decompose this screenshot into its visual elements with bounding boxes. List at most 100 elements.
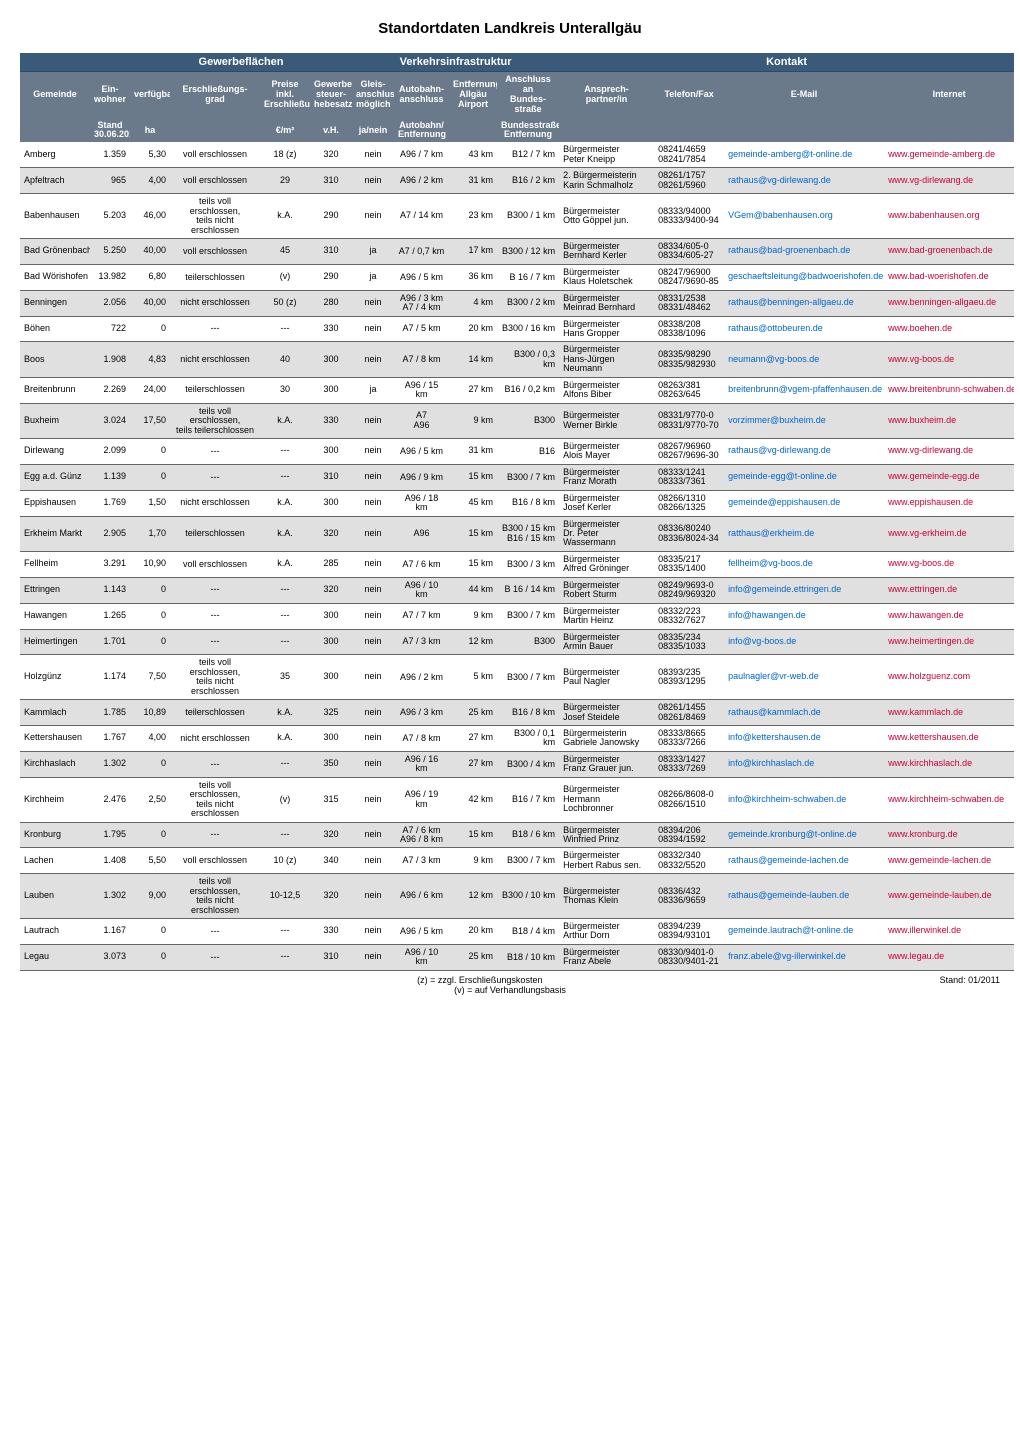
email-link[interactable]: info@kirchhaslach.de (728, 758, 814, 768)
internet-link[interactable]: www.legau.de (888, 951, 944, 961)
email-link[interactable]: rathaus@vg-dirlewang.de (728, 445, 831, 455)
cell-einw: 2.476 (90, 777, 130, 822)
email-link[interactable]: rathaus@gemeinde-lauben.de (728, 890, 849, 900)
email-link[interactable]: breitenbrunn@vgem-pfaffenhausen.de (728, 384, 882, 394)
email-link[interactable]: info@gemeinde.ettringen.de (728, 584, 841, 594)
email-link[interactable]: gemeinde-egg@t-online.de (728, 471, 837, 481)
internet-link[interactable]: www.babenhausen.org (888, 210, 980, 220)
email-link[interactable]: gemeinde.kronburg@t-online.de (728, 829, 857, 839)
cell-gemeinde: Benningen (20, 290, 90, 316)
sub-bundes: Bundesstraße/Entfernung (497, 118, 559, 143)
cell-ent: 31 km (449, 168, 497, 194)
cell-einw: 965 (90, 168, 130, 194)
email-link[interactable]: paulnagler@vr-web.de (728, 671, 819, 681)
cell-net: www.buxheim.de (884, 403, 1014, 438)
internet-link[interactable]: www.vg-boos.de (888, 354, 954, 364)
cell-net: www.holzguenz.com (884, 655, 1014, 700)
cell-preis: k.A. (260, 726, 310, 752)
cell-gemeinde: Lauben (20, 874, 90, 919)
internet-link[interactable]: www.buxheim.de (888, 415, 956, 425)
internet-link[interactable]: www.vg-dirlewang.de (888, 445, 973, 455)
email-link[interactable]: franz.abele@vg-illerwinkel.de (728, 951, 846, 961)
col-autobahn: Autobahn-anschluss (394, 72, 449, 118)
email-link[interactable]: geschaeftsleitung@badwoerishofen.de (728, 271, 883, 281)
cell-ersch: --- (170, 629, 260, 655)
data-table: Gewerbeflächen Verkehrsinfrastruktur Kon… (20, 53, 1014, 971)
email-link[interactable]: rathaus@ottobeuren.de (728, 323, 823, 333)
cell-net: www.illerwinkel.de (884, 919, 1014, 945)
cell-steuer: 290 (310, 264, 352, 290)
cell-verf: 1,70 (130, 516, 170, 551)
cell-gleis: ja (352, 238, 394, 264)
internet-link[interactable]: www.bad-woerishofen.de (888, 271, 989, 281)
cell-verf: 40,00 (130, 238, 170, 264)
internet-link[interactable]: www.breitenbrunn-schwaben.de (888, 384, 1014, 394)
email-link[interactable]: fellheim@vg-boos.de (728, 558, 813, 568)
cell-auto: A96 / 2 km (394, 655, 449, 700)
internet-link[interactable]: www.ettringen.de (888, 584, 957, 594)
internet-link[interactable]: www.kirchheim-schwaben.de (888, 794, 1004, 804)
cell-email: rathaus@kammlach.de (724, 700, 884, 726)
cell-steuer: 330 (310, 403, 352, 438)
email-link[interactable]: neumann@vg-boos.de (728, 354, 819, 364)
cell-ent: 27 km (449, 726, 497, 752)
cell-einw: 2.905 (90, 516, 130, 551)
email-link[interactable]: info@kirchheim-schwaben.de (728, 794, 846, 804)
email-link[interactable]: info@kettershausen.de (728, 732, 821, 742)
email-link[interactable]: gemeinde@eppishausen.de (728, 497, 840, 507)
internet-link[interactable]: www.illerwinkel.de (888, 925, 961, 935)
cell-gleis: nein (352, 551, 394, 577)
cell-email: VGem@babenhausen.org (724, 194, 884, 239)
sub-ha: ha (130, 118, 170, 143)
internet-link[interactable]: www.gemeinde-egg.de (888, 471, 980, 481)
cell-email: geschaeftsleitung@badwoerishofen.de (724, 264, 884, 290)
internet-link[interactable]: www.holzguenz.com (888, 671, 970, 681)
cell-gleis: nein (352, 700, 394, 726)
cell-steuer: 310 (310, 238, 352, 264)
email-link[interactable]: gemeinde.lautrach@t-online.de (728, 925, 853, 935)
internet-link[interactable]: www.kirchhaslach.de (888, 758, 972, 768)
internet-link[interactable]: www.boehen.de (888, 323, 952, 333)
email-link[interactable]: VGem@babenhausen.org (728, 210, 833, 220)
cell-ent: 27 km (449, 377, 497, 403)
internet-link[interactable]: www.vg-dirlewang.de (888, 175, 973, 185)
internet-link[interactable]: www.gemeinde-lauben.de (888, 890, 992, 900)
cell-verf: 4,00 (130, 168, 170, 194)
internet-link[interactable]: www.benningen-allgaeu.de (888, 297, 996, 307)
cell-ersch: teils voll erschlossen,teils nicht ersch… (170, 655, 260, 700)
cell-gleis: nein (352, 290, 394, 316)
email-link[interactable]: info@vg-boos.de (728, 636, 796, 646)
cell-net: www.kronburg.de (884, 822, 1014, 848)
email-link[interactable]: rathaus@kammlach.de (728, 707, 821, 717)
internet-link[interactable]: www.hawangen.de (888, 610, 964, 620)
cell-tel: 08331/9770-008331/9770-70 (654, 403, 724, 438)
internet-link[interactable]: www.heimertingen.de (888, 636, 974, 646)
internet-link[interactable]: www.vg-erkheim.de (888, 528, 967, 538)
cell-gemeinde: Apfeltrach (20, 168, 90, 194)
email-link[interactable]: rathaus@gemeinde-lachen.de (728, 855, 849, 865)
cell-ersch: --- (170, 944, 260, 970)
cell-gleis: nein (352, 342, 394, 377)
email-link[interactable]: rathaus@vg-dirlewang.de (728, 175, 831, 185)
email-link[interactable]: ratthaus@erkheim.de (728, 528, 814, 538)
internet-link[interactable]: www.kronburg.de (888, 829, 958, 839)
internet-link[interactable]: www.gemeinde-amberg.de (888, 149, 995, 159)
email-link[interactable]: rathaus@benningen-allgaeu.de (728, 297, 854, 307)
internet-link[interactable]: www.gemeinde-lachen.de (888, 855, 991, 865)
cell-ent: 15 km (449, 551, 497, 577)
internet-link[interactable]: www.eppishausen.de (888, 497, 973, 507)
cell-ent: 43 km (449, 142, 497, 167)
internet-link[interactable]: www.kettershausen.de (888, 732, 979, 742)
internet-link[interactable]: www.vg-boos.de (888, 558, 954, 568)
cell-part: BürgermeisterPeter Kneipp (559, 142, 654, 167)
table-row: Kettershausen1.7674,00nicht erschlossenk… (20, 726, 1014, 752)
cell-gemeinde: Erkheim Markt (20, 516, 90, 551)
email-link[interactable]: rathaus@bad-groenenbach.de (728, 245, 850, 255)
internet-link[interactable]: www.kammlach.de (888, 707, 963, 717)
email-link[interactable]: info@hawangen.de (728, 610, 806, 620)
sub-autobahn: Autobahn/Entfernung (394, 118, 449, 143)
email-link[interactable]: vorzimmer@buxheim.de (728, 415, 826, 425)
cell-ans: B 16 / 14 km (497, 577, 559, 603)
internet-link[interactable]: www.bad-groenenbach.de (888, 245, 993, 255)
email-link[interactable]: gemeinde-amberg@t-online.de (728, 149, 852, 159)
